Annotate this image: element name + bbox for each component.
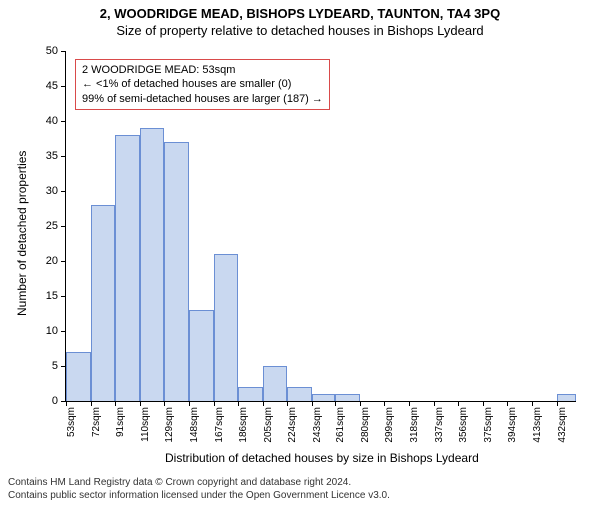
xtick-label: 413sqm [532,407,543,443]
xtick-label: 337sqm [434,407,445,443]
info-line-2: ← <1% of detached houses are smaller (0) [82,77,323,91]
ytick-label: 25 [46,220,58,232]
ytick-label: 40 [46,115,58,127]
ytick-mark [61,191,66,192]
xtick-label: 53sqm [66,407,77,437]
ytick-mark [61,331,66,332]
xtick-mark [507,401,508,406]
xtick-mark [140,401,141,406]
ytick-label: 20 [46,255,58,267]
histogram-bar [335,394,360,401]
xtick-mark [214,401,215,406]
histogram-bar [91,205,116,401]
ytick-mark [61,51,66,52]
histogram-bar [287,387,312,401]
histogram-bar [312,394,335,401]
ytick-mark [61,226,66,227]
histogram-bar [214,254,239,401]
footer-line-1: Contains HM Land Registry data © Crown c… [8,476,390,489]
ytick-label: 10 [46,325,58,337]
xtick-mark [115,401,116,406]
xtick-mark [263,401,264,406]
x-axis-label: Distribution of detached houses by size … [165,451,479,465]
histogram-bar [140,128,165,401]
histogram-bar [263,366,288,401]
xtick-label: 167sqm [214,407,225,443]
xtick-mark [532,401,533,406]
footer-line-2: Contains public sector information licen… [8,489,390,502]
xtick-label: 186sqm [238,407,249,443]
xtick-label: 205sqm [263,407,274,443]
histogram-bar [164,142,189,401]
xtick-label: 299sqm [384,407,395,443]
ytick-label: 50 [46,45,58,57]
ytick-mark [61,296,66,297]
xtick-label: 394sqm [507,407,518,443]
histogram-bar [189,310,214,401]
ytick-label: 5 [52,360,58,372]
info-line-1: 2 WOODRIDGE MEAD: 53sqm [82,63,323,77]
xtick-label: 148sqm [189,407,200,443]
info-line-3: 99% of semi-detached houses are larger (… [82,92,323,106]
ytick-label: 45 [46,80,58,92]
xtick-mark [434,401,435,406]
xtick-label: 375sqm [483,407,494,443]
xtick-label: 72sqm [91,407,102,437]
ytick-mark [61,156,66,157]
xtick-label: 356sqm [458,407,469,443]
xtick-label: 261sqm [335,407,346,443]
xtick-mark [238,401,239,406]
xtick-label: 432sqm [557,407,568,443]
title-sub: Size of property relative to detached ho… [0,23,600,38]
xtick-mark [360,401,361,406]
xtick-label: 280sqm [360,407,371,443]
xtick-mark [335,401,336,406]
footer: Contains HM Land Registry data © Crown c… [8,476,390,502]
xtick-label: 243sqm [312,407,323,443]
xtick-mark [189,401,190,406]
ytick-label: 30 [46,185,58,197]
y-axis-label: Number of detached properties [15,151,29,316]
ytick-label: 0 [52,395,58,407]
xtick-label: 110sqm [140,407,151,442]
histogram-bar [557,394,576,401]
xtick-label: 91sqm [115,407,126,437]
ytick-mark [61,86,66,87]
xtick-mark [164,401,165,406]
xtick-mark [66,401,67,406]
ytick-mark [61,121,66,122]
xtick-label: 224sqm [287,407,298,443]
xtick-mark [458,401,459,406]
xtick-label: 318sqm [409,407,420,443]
xtick-mark [312,401,313,406]
xtick-mark [557,401,558,406]
xtick-mark [384,401,385,406]
xtick-mark [409,401,410,406]
xtick-label: 129sqm [164,407,175,443]
histogram-bar [115,135,140,401]
title-main: 2, WOODRIDGE MEAD, BISHOPS LYDEARD, TAUN… [0,6,600,21]
histogram-bar [238,387,263,401]
ytick-mark [61,261,66,262]
xtick-mark [287,401,288,406]
histogram-bar [66,352,91,401]
xtick-mark [91,401,92,406]
ytick-label: 35 [46,150,58,162]
xtick-mark [483,401,484,406]
info-box: 2 WOODRIDGE MEAD: 53sqm ← <1% of detache… [75,59,330,110]
ytick-label: 15 [46,290,58,302]
